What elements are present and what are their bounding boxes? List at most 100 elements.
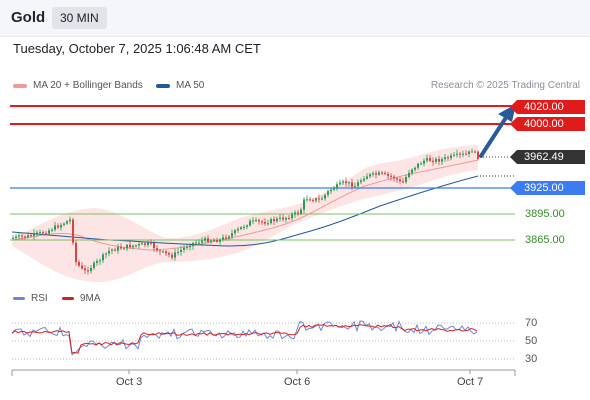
candle-body	[348, 182, 350, 184]
candle-body	[198, 242, 200, 244]
candle-body	[258, 220, 260, 222]
candle-body	[393, 176, 395, 179]
candle-body	[195, 242, 197, 244]
support-2-label: 3865.00	[525, 234, 565, 246]
candle-body	[132, 245, 134, 248]
candle-body	[177, 252, 179, 253]
candle-body	[354, 186, 356, 188]
candle-body	[360, 180, 362, 183]
candle-body	[351, 182, 353, 187]
candle-body	[48, 230, 50, 234]
rsi-ma-line	[11, 323, 478, 354]
candle-body	[228, 236, 230, 239]
candle-body	[399, 179, 401, 182]
candle-body	[429, 158, 431, 161]
candle-body	[450, 155, 452, 159]
candle-body	[201, 240, 203, 243]
ma20-swatch-icon	[13, 83, 27, 88]
candle-body	[408, 172, 410, 177]
candle-body	[456, 153, 458, 155]
candle-body	[339, 182, 341, 185]
candle-body	[105, 253, 107, 255]
rsi-ma-swatch-icon	[62, 297, 74, 300]
candle-body	[396, 178, 398, 180]
candle-body	[300, 209, 302, 214]
candle-body	[186, 247, 188, 249]
candle-body	[255, 220, 257, 222]
candle-body	[423, 160, 425, 164]
candle-body	[474, 151, 476, 153]
candle-body	[42, 232, 44, 234]
rsi-line	[11, 320, 478, 356]
x-label-oct6: Oct 6	[284, 376, 311, 388]
candle-body	[171, 254, 173, 258]
candle-body	[153, 242, 155, 249]
candle-body	[249, 220, 251, 226]
rsi-level-50-label: 50	[525, 335, 538, 347]
rsi-label: RSI	[31, 293, 48, 304]
timeframe-button[interactable]: 30 MIN	[52, 7, 107, 29]
candle-body	[54, 225, 56, 230]
candle-body	[102, 254, 104, 261]
candle-body	[39, 232, 41, 234]
candle-body	[318, 198, 320, 200]
candle-body	[459, 153, 461, 155]
symbol-title: Gold	[11, 9, 46, 26]
candle-body	[321, 198, 323, 200]
candle-body	[75, 242, 77, 262]
last-price-tag: 3962.49	[510, 150, 585, 164]
candle-body	[78, 262, 80, 266]
ma50-line	[11, 175, 479, 247]
candle-body	[372, 173, 374, 175]
candle-body	[231, 233, 233, 237]
candle-body	[261, 221, 263, 223]
candle-body	[435, 158, 437, 162]
x-label-oct3: Oct 3	[116, 376, 143, 388]
candle-body	[63, 223, 65, 225]
candle-body	[192, 243, 194, 246]
rsi-swatch-icon	[13, 297, 25, 300]
candle-body	[270, 219, 272, 224]
candle-body	[291, 214, 293, 219]
candle-body	[123, 248, 125, 250]
candle-body	[405, 177, 407, 183]
candle-body	[384, 173, 386, 175]
resistance-1-tag: 4000.00	[510, 117, 585, 131]
candle-body	[36, 232, 38, 234]
candle-body	[45, 233, 47, 235]
candle-body	[90, 267, 92, 271]
candle-body	[306, 199, 308, 201]
candle-body	[468, 151, 470, 154]
candle-body	[216, 240, 218, 242]
candle-body	[444, 157, 446, 160]
legend-rsi-ma: 9MA	[62, 293, 101, 304]
candle-body	[69, 219, 71, 222]
candle-body	[273, 219, 275, 222]
candle-body	[426, 158, 428, 161]
candle-body	[87, 270, 89, 272]
candle-body	[225, 237, 227, 239]
candle-body	[279, 217, 281, 219]
candle-body	[378, 172, 380, 175]
resistance-2-tag: 4020.00	[510, 100, 585, 114]
candle-body	[402, 181, 404, 183]
candle-body	[150, 242, 152, 244]
candle-body	[189, 246, 191, 248]
candle-body	[24, 236, 26, 238]
candle-body	[138, 244, 140, 246]
candle-body	[441, 159, 443, 162]
candle-body	[285, 217, 287, 220]
candle-body	[243, 227, 245, 228]
candle-body	[294, 212, 296, 215]
pivot-tag: 3925.00	[510, 181, 585, 195]
timestamp: Tuesday, October 7, 2025 1:06:48 AM CET	[13, 41, 261, 56]
candle-body	[357, 182, 359, 187]
candle-body	[135, 245, 137, 247]
rsi-level-30-label: 30	[525, 353, 538, 365]
candle-body	[345, 181, 347, 184]
legend-ma50: MA 50	[156, 80, 204, 91]
candle-body	[60, 224, 62, 228]
candle-body	[51, 229, 53, 231]
candle-body	[267, 223, 269, 225]
candle-body	[288, 217, 290, 219]
